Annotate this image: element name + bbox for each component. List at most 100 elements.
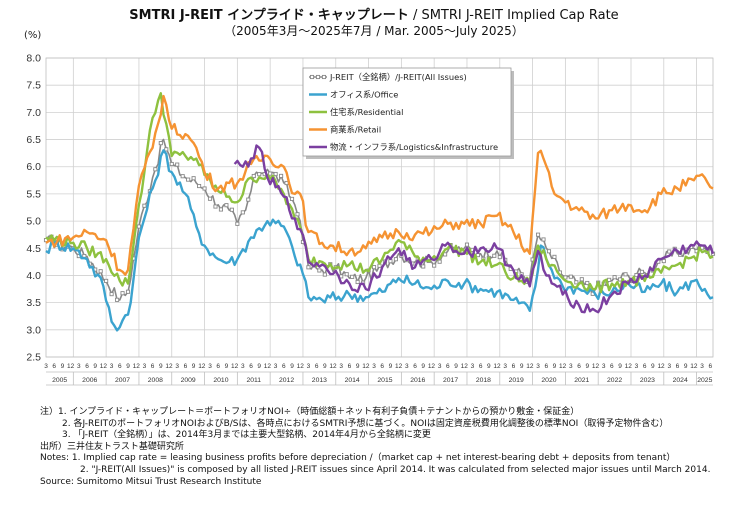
x-month-tick: 12 [133,363,141,370]
series-point [295,212,300,217]
x-month-tick: 9 [290,363,294,370]
x-year-label: 2012 [279,377,294,384]
x-year-label: 2021 [574,377,589,384]
series-point [229,207,234,212]
x-month-tick: 12 [198,363,206,370]
title-sep: / [408,8,422,23]
legend-label: 商業系/Retail [330,125,381,135]
series-point [371,265,377,270]
x-year-label: 2023 [640,377,655,384]
x-month-tick: 3 [438,363,442,370]
chart-subtitle: （2005年3月～2025年7月 / Mar. 2005～July 2025） [224,24,524,38]
x-month-tick: 6 [348,363,352,370]
series-point [115,297,120,302]
y-tick-label: 5.5 [26,188,41,200]
series-point [125,289,131,294]
x-month-tick: 3 [274,363,278,370]
x-year-label: 2018 [476,377,491,384]
x-month-tick: 3 [700,363,704,370]
y-axis-unit: (%) [24,30,42,41]
legend-label: 住宅系/Residential [330,107,403,117]
x-month-tick: 12 [625,363,633,370]
x-month-tick: 9 [585,363,589,370]
x-month-tick: 12 [264,363,272,370]
x-month-tick: 9 [421,363,425,370]
series-point [98,269,103,274]
x-month-tick: 3 [667,363,671,370]
x-month-tick: 12 [67,363,75,370]
series-point [306,265,311,270]
chart-title: SMTRI J-REIT インプライド・キャップレート / SMTRI J-RE… [0,8,748,24]
x-month-tick: 9 [520,363,524,370]
x-month-tick: 6 [643,363,647,370]
x-month-tick: 9 [61,363,65,370]
x-month-tick: 3 [471,363,475,370]
x-month-tick: 6 [52,363,56,370]
series-point [207,196,213,201]
x-month-tick: 12 [165,363,173,370]
series-point [153,167,158,172]
x-year-label: 2014 [345,377,360,384]
title-jp: SMTRI J-REIT インプライド・キャップレート [129,8,409,23]
x-month-tick: 12 [297,363,305,370]
series-point [164,147,169,152]
series-point [344,272,349,277]
x-month-tick: 3 [405,363,409,370]
legend-marker [315,74,321,80]
x-month-tick: 6 [512,363,516,370]
series-point [251,173,256,179]
y-tick-label: 3.5 [26,297,41,309]
x-month-tick: 6 [184,363,188,370]
series-point [273,171,278,177]
series-point [109,292,114,297]
x-month-tick: 9 [323,363,327,370]
x-month-tick: 3 [307,363,311,370]
series-point [421,264,426,269]
x-year-label: 2007 [115,377,130,384]
series-point [175,162,180,167]
y-tick-label: 8.0 [26,53,41,65]
series-point [535,232,541,237]
legend-marker [309,74,315,80]
series-lines [43,92,716,332]
series-point [574,280,579,285]
x-month-tick: 6 [315,363,319,370]
x-month-tick: 3 [503,363,507,370]
series-point [350,274,355,279]
x-month-tick: 9 [192,363,196,370]
x-year-label: 2011 [246,377,261,384]
legend-label: オフィス系/Office [330,90,398,100]
series-point [563,275,568,280]
x-month-tick: 3 [241,363,245,370]
series-point [191,176,196,181]
x-month-tick: 6 [249,363,253,370]
series-point [289,196,295,201]
x-month-tick: 9 [356,363,360,370]
x-year-label: 2020 [541,377,556,384]
x-year-label: 2025 [697,377,712,384]
series-point [497,255,502,260]
x-month-tick: 12 [690,363,698,370]
x-month-tick: 6 [446,363,450,370]
x-month-tick: 9 [684,363,688,370]
series-point [355,279,360,285]
x-year-label: 2008 [148,377,163,384]
y-tick-label: 3.0 [26,324,41,336]
x-month-tick: 3 [339,363,343,370]
series-point [202,186,207,191]
series-point [120,291,125,296]
series-line-2 [45,92,714,294]
note-en-2: 2. "J-REIT(All Issues)" is composed by a… [80,464,711,475]
series-point [257,172,262,177]
x-month-tick: 12 [395,363,403,370]
series-point [224,203,229,208]
x-month-tick: 3 [372,363,376,370]
y-tick-label: 6.0 [26,161,41,173]
x-year-label: 2005 [52,377,67,384]
series-point [268,171,273,176]
note-jp-3: 3. 「J-REIT（全銘柄）」は、2014年3月までは主要大型銘柄、2014年… [62,430,431,441]
x-month-tick: 3 [635,363,639,370]
series-point [142,203,147,208]
series-line-3 [45,94,714,276]
